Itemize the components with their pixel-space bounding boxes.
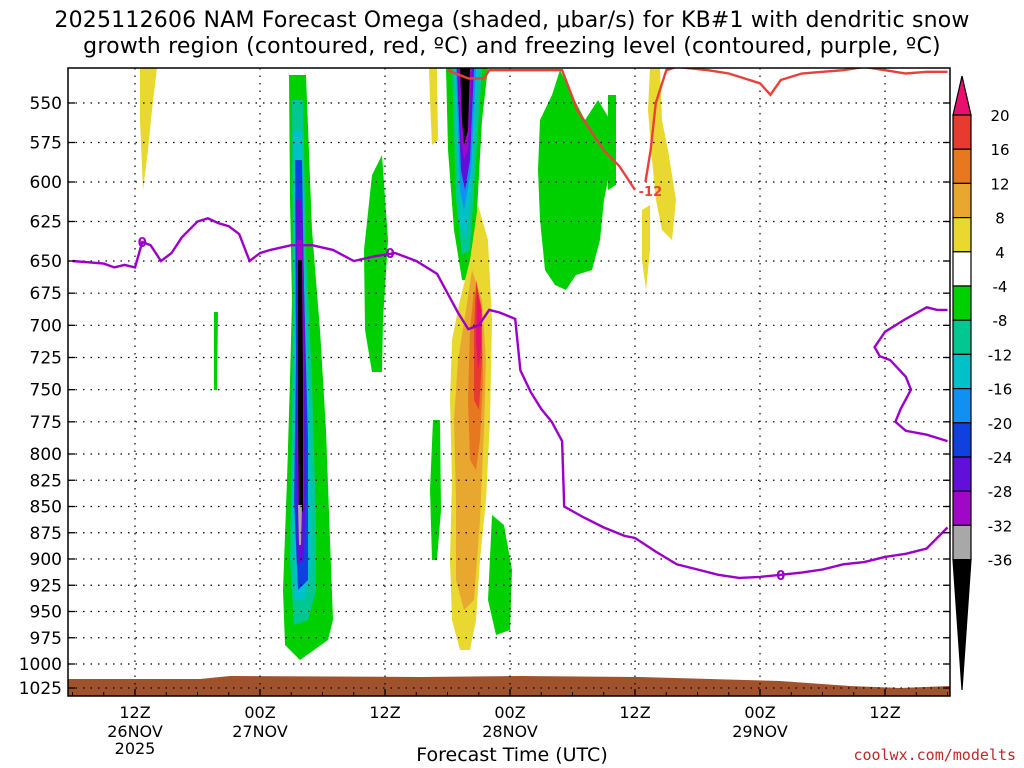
y-tick-label-675: 675 bbox=[30, 284, 62, 304]
x-tick-label-60: 12Z bbox=[619, 703, 650, 722]
omega-shading bbox=[68, 68, 950, 696]
colorbar-segment-9 bbox=[952, 388, 972, 424]
x-tick-sublabel-12-0: 26NOV bbox=[107, 722, 163, 741]
freezing-level-label-0: 0 bbox=[138, 236, 147, 251]
y-tick-label-850: 850 bbox=[30, 498, 62, 518]
contour-dgz-minus12-east bbox=[644, 68, 948, 183]
y-tick-label-800: 800 bbox=[30, 445, 62, 465]
weak-upward-strip bbox=[608, 95, 616, 190]
x-tick-label-12: 12Z bbox=[119, 703, 150, 722]
sinking-pink bbox=[476, 290, 481, 370]
colorbar-segment-6 bbox=[952, 285, 972, 321]
terrain-surface bbox=[68, 676, 950, 696]
yellow-patch-2 bbox=[642, 205, 650, 290]
colorbar-label-10: -24 bbox=[988, 449, 1013, 467]
colorbar-label-5: -4 bbox=[993, 278, 1008, 296]
y-tick-label-875: 875 bbox=[30, 524, 62, 544]
colorbar-label-9: -20 bbox=[988, 415, 1013, 433]
colorbar-label-1: 16 bbox=[990, 141, 1009, 159]
strip-a bbox=[214, 312, 218, 390]
colorbar-label-6: -8 bbox=[993, 312, 1008, 330]
y-tick-label-575: 575 bbox=[30, 134, 62, 154]
y-tick-label-950: 950 bbox=[30, 603, 62, 623]
contour-labels: 0 0 0 -12 bbox=[138, 185, 786, 584]
strip-b bbox=[364, 155, 388, 372]
colorbar-segment-4 bbox=[952, 217, 972, 253]
colorbar-label-2: 12 bbox=[990, 175, 1009, 193]
y-tick-label-1025: 1025 bbox=[19, 679, 62, 699]
colorbar-label-0: 20 bbox=[990, 107, 1009, 125]
contour-dgz-minus12 bbox=[447, 69, 637, 191]
colorbar-top-arrow bbox=[952, 75, 972, 116]
x-tick-label-48: 00Z bbox=[494, 703, 525, 722]
colorbar-segment-12 bbox=[952, 490, 972, 527]
y-tick-label-700: 700 bbox=[30, 316, 62, 336]
colorbar-segment-2 bbox=[952, 148, 972, 184]
x-tick-sublabel-72-0: 29NOV bbox=[732, 722, 788, 741]
colorbar-label-4: 4 bbox=[995, 244, 1005, 262]
column2-core bbox=[460, 68, 470, 145]
weak-upward-block bbox=[538, 70, 612, 290]
x-axis-label: Forecast Time (UTC) bbox=[416, 744, 608, 766]
chart-title-line2: growth region (contoured, red, ºC) and f… bbox=[83, 34, 941, 59]
y-tick-label-600: 600 bbox=[30, 173, 62, 193]
y-tick-label-1000: 1000 bbox=[19, 655, 62, 675]
y-tick-label-750: 750 bbox=[30, 381, 62, 401]
x-tick-sublabel-24-0: 27NOV bbox=[232, 722, 288, 741]
y-tick-label-825: 825 bbox=[30, 471, 62, 491]
x-tick-label-72: 00Z bbox=[744, 703, 775, 722]
freezing-level-label-2: 0 bbox=[776, 569, 785, 584]
colorbar-segment-3 bbox=[952, 182, 972, 219]
y-tick-label-900: 900 bbox=[30, 550, 62, 570]
freezing-level-label-1: 0 bbox=[386, 247, 395, 262]
colorbar-label-12: -32 bbox=[988, 517, 1013, 535]
strip-d bbox=[488, 515, 512, 635]
colorbar-bottom-arrow bbox=[952, 559, 972, 691]
x-tick-sublabel-12-1: 2025 bbox=[115, 739, 156, 758]
dgz-label: -12 bbox=[639, 185, 663, 200]
colorbar-segment-13 bbox=[952, 524, 972, 561]
chart-title: 2025112606 NAM Forecast Omega (shaded, μ… bbox=[0, 8, 1024, 60]
y-tick-label-975: 975 bbox=[30, 629, 62, 649]
colorbar-segment-11 bbox=[952, 456, 972, 492]
contour-freezing-level bbox=[72, 217, 949, 580]
x-tick-sublabel-48-0: 28NOV bbox=[482, 722, 538, 741]
colorbar-label-8: -16 bbox=[988, 381, 1013, 399]
colorbar-segment-10 bbox=[952, 422, 972, 458]
y-tick-label-725: 725 bbox=[30, 349, 62, 369]
colorbar-segment-1 bbox=[952, 114, 972, 150]
x-tick-label-84: 12Z bbox=[869, 703, 900, 722]
y-axis: 550 575 600 625 650 675 700 725 750 775 800 825 850 8… bbox=[19, 94, 950, 699]
grid bbox=[68, 68, 950, 696]
strip-c bbox=[430, 420, 441, 560]
contour-freezing-level-east bbox=[873, 306, 948, 443]
y-tick-label-625: 625 bbox=[30, 213, 62, 233]
x-tick-label-24: 00Z bbox=[244, 703, 275, 722]
colorbar-segment-7 bbox=[952, 319, 972, 356]
watermark: coolwx.com/modelts bbox=[853, 746, 1016, 764]
colorbar-segment-5 bbox=[952, 251, 972, 287]
colorbar-label-13: -36 bbox=[988, 552, 1013, 570]
yellow-strip-2 bbox=[429, 68, 438, 145]
y-tick-label-550: 550 bbox=[30, 94, 62, 114]
y-tick-label-925: 925 bbox=[30, 576, 62, 596]
colorbar: 20 16 12 8 4 -4 -8 -12 -16 -20 -24 -28 -32 -36 bbox=[952, 75, 1013, 691]
chart-title-line1: 2025112606 NAM Forecast Omega (shaded, μ… bbox=[54, 8, 970, 33]
column1-core-gray bbox=[298, 505, 302, 545]
yellow-strip-1 bbox=[140, 68, 157, 190]
plot-frame bbox=[67, 67, 951, 697]
colorbar-segment-8 bbox=[952, 353, 972, 390]
y-tick-label-650: 650 bbox=[30, 252, 62, 272]
colorbar-label-3: 8 bbox=[995, 210, 1005, 228]
colorbar-label-11: -28 bbox=[988, 483, 1013, 501]
contours bbox=[72, 68, 949, 580]
x-tick-label-36: 12Z bbox=[369, 703, 400, 722]
y-tick-label-775: 775 bbox=[30, 413, 62, 433]
colorbar-label-7: -12 bbox=[988, 346, 1013, 364]
